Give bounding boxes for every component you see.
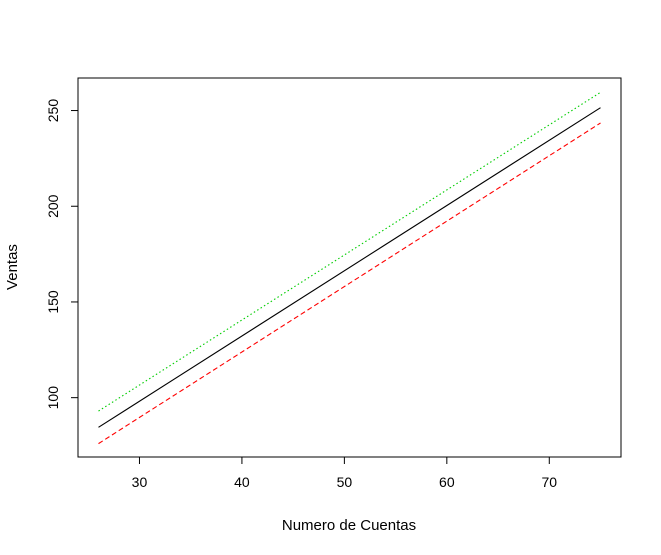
y-tick-label: 250 [45, 99, 61, 123]
x-tick-label: 40 [234, 474, 250, 490]
x-tick-label: 30 [132, 474, 148, 490]
x-axis-label: Numero de Cuentas [282, 517, 416, 534]
y-axis: 100 150 200 250 [45, 99, 79, 410]
series-layer [98, 91, 601, 445]
x-axis: 30 40 50 60 70 [132, 456, 557, 490]
y-axis-label: Ventas [4, 244, 21, 290]
x-tick-label: 60 [439, 474, 455, 490]
series-line-3 [98, 91, 601, 412]
y-tick-label: 200 [45, 194, 61, 218]
x-tick-label: 70 [541, 474, 557, 490]
x-tick-label: 50 [337, 474, 353, 490]
series-line-2 [98, 122, 601, 445]
y-tick-label: 100 [45, 386, 61, 410]
series-line-1 [98, 107, 601, 428]
y-tick-label: 150 [45, 290, 61, 314]
